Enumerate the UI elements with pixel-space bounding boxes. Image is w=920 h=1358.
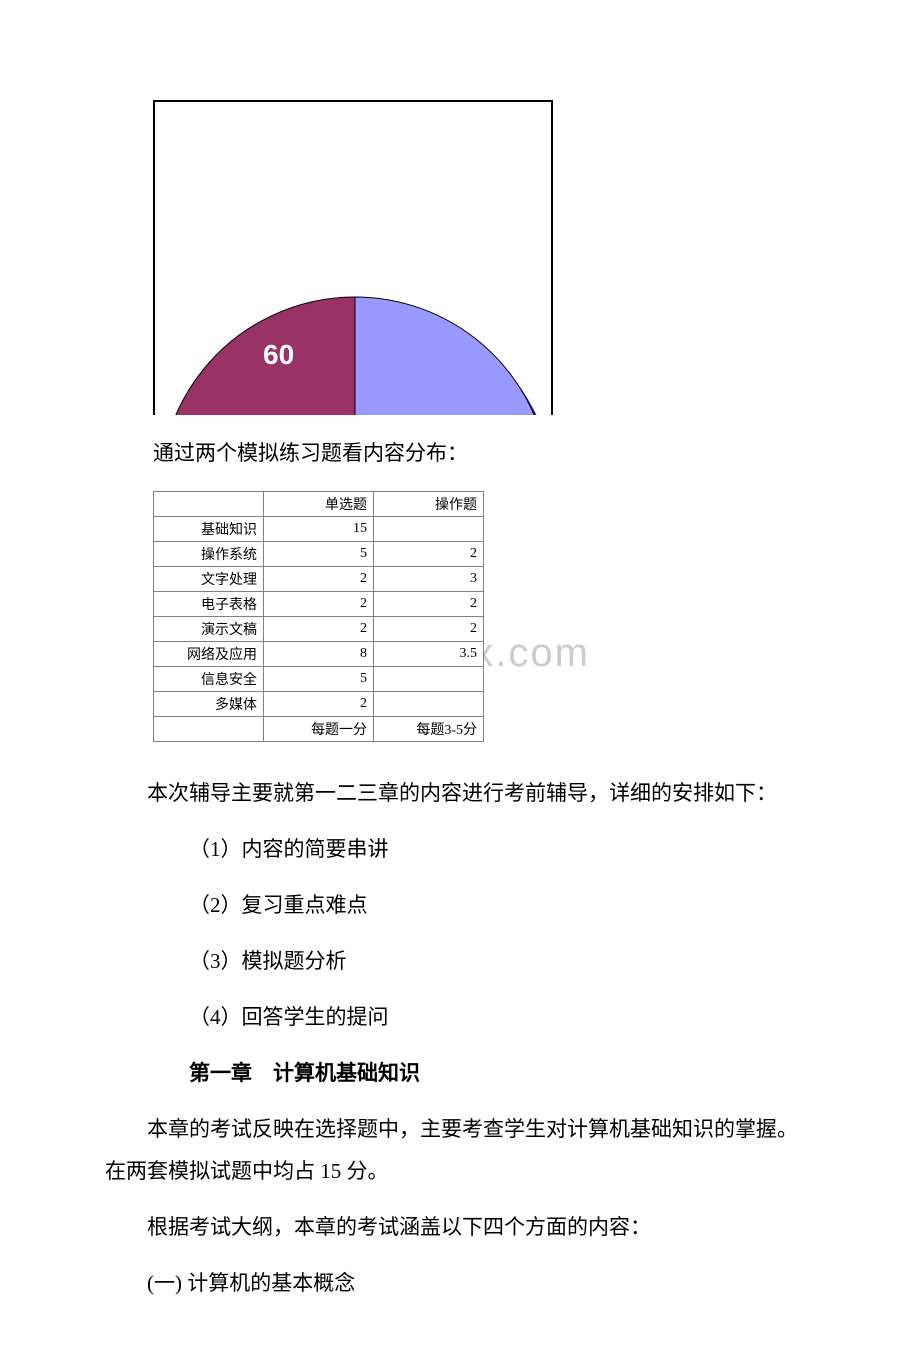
row-single: 2 [264, 616, 374, 641]
row-label: 电子表格 [154, 591, 264, 616]
chapter-1-paragraph-2: 根据考试大纲，本章的考试涵盖以下四个方面的内容： [105, 1206, 815, 1248]
row-single: 2 [264, 566, 374, 591]
pie-chart-svg [155, 102, 553, 415]
table-row: 基础知识 15 [154, 516, 484, 541]
list-item-2: （2）复习重点难点 [105, 884, 815, 926]
table-row: 电子表格 2 2 [154, 591, 484, 616]
row-label: 基础知识 [154, 516, 264, 541]
row-label: 信息安全 [154, 666, 264, 691]
row-oper: 3 [374, 566, 484, 591]
table-row: 文字处理 2 3 [154, 566, 484, 591]
pie-chart-container: 40 60 [153, 100, 553, 415]
table-footer-row: 每题一分 每题3-5分 [154, 716, 484, 741]
chapter-1-heading: 第一章 计算机基础知识 [105, 1052, 815, 1094]
chart-caption: 通过两个模拟练习题看内容分布： [153, 435, 815, 473]
row-oper: 3.5 [374, 641, 484, 666]
row-single: 15 [264, 516, 374, 541]
pie-slice-40 [355, 297, 550, 415]
row-oper: 2 [374, 616, 484, 641]
chapter-1-paragraph-1: 本章的考试反映在选择题中，主要考查学生对计算机基础知识的掌握。在两套模拟试题中均… [105, 1108, 815, 1192]
row-single: 2 [264, 591, 374, 616]
table-row: 操作系统 5 2 [154, 541, 484, 566]
row-label: 操作系统 [154, 541, 264, 566]
row-oper: 2 [374, 541, 484, 566]
table-row: 演示文稿 2 2 [154, 616, 484, 641]
footer-oper: 每题3-5分 [374, 716, 484, 741]
row-label: 多媒体 [154, 691, 264, 716]
row-single: 5 [264, 666, 374, 691]
distribution-table: 单选题 操作题 基础知识 15 操作系统 5 2 文字处理 2 3 [153, 491, 484, 742]
row-single: 5 [264, 541, 374, 566]
list-item-3: （3）模拟题分析 [105, 940, 815, 982]
row-oper: 2 [374, 591, 484, 616]
footer-blank [154, 716, 264, 741]
list-item-1: （1）内容的简要串讲 [105, 828, 815, 870]
intro-paragraph: 本次辅导主要就第一二三章的内容进行考前辅导，详细的安排如下： [105, 772, 815, 814]
table-row: 信息安全 5 [154, 666, 484, 691]
row-label: 演示文稿 [154, 616, 264, 641]
row-oper [374, 691, 484, 716]
row-oper [374, 516, 484, 541]
table-header-row: 单选题 操作题 [154, 491, 484, 516]
chapter-1-section-1: (一) 计算机的基本概念 [105, 1262, 815, 1304]
row-label: 文字处理 [154, 566, 264, 591]
table-row: 网络及应用 8 3.5 [154, 641, 484, 666]
table-header-single: 单选题 [264, 491, 374, 516]
table-header-oper: 操作题 [374, 491, 484, 516]
row-oper [374, 666, 484, 691]
table-region: www.bdocx.com 单选题 操作题 基础知识 15 操作系统 5 2 [105, 491, 815, 742]
list-item-4: （4）回答学生的提问 [105, 996, 815, 1038]
row-single: 8 [264, 641, 374, 666]
table-row: 多媒体 2 [154, 691, 484, 716]
footer-single: 每题一分 [264, 716, 374, 741]
pie-label-40: 40 [433, 275, 464, 307]
row-label: 网络及应用 [154, 641, 264, 666]
row-single: 2 [264, 691, 374, 716]
table-header-blank [154, 491, 264, 516]
page-content: 40 60 通过两个模拟练习题看内容分布： www.bdocx.com 单选题 … [105, 100, 815, 1304]
pie-label-60: 60 [263, 339, 294, 371]
